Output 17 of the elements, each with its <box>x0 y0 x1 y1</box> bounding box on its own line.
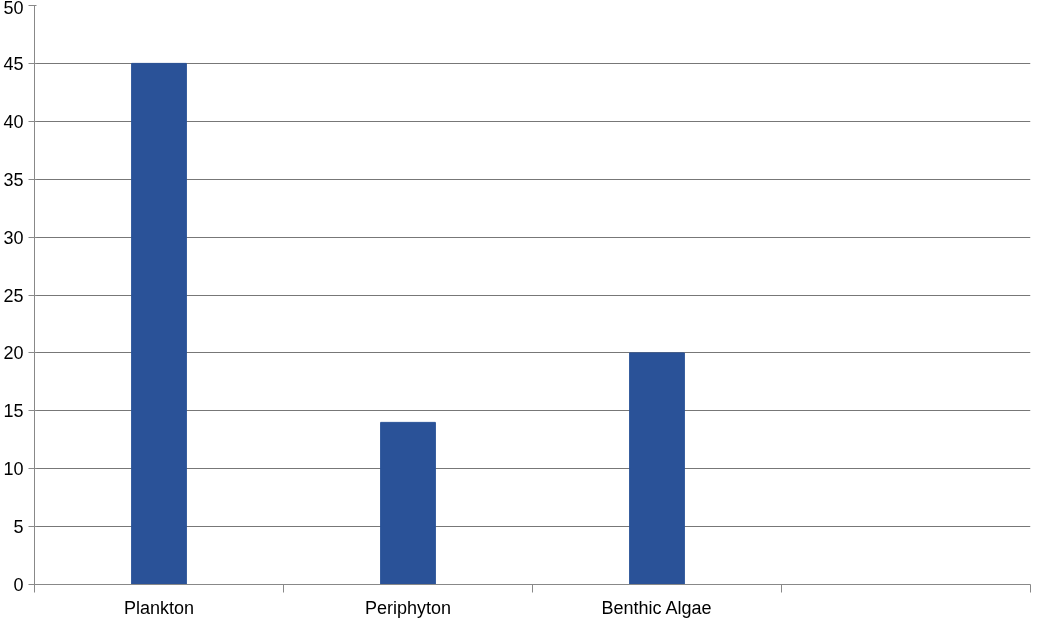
bar <box>629 352 685 585</box>
y-tick-label: 5 <box>13 517 24 538</box>
y-tick-label: 10 <box>3 459 24 480</box>
x-tick-label: Plankton <box>123 597 195 618</box>
y-tick-label: 30 <box>3 227 24 248</box>
y-tick-label: 45 <box>3 53 24 74</box>
y-tick-label: 40 <box>3 111 24 132</box>
x-tick-label: Periphyton <box>364 597 452 618</box>
y-tick-label: 15 <box>3 401 24 422</box>
y-tick-label: 20 <box>3 343 24 364</box>
x-tick-label: Benthic Algae <box>601 597 712 618</box>
bar <box>380 421 436 585</box>
y-tick-label: 0 <box>13 575 24 595</box>
bar <box>131 62 187 585</box>
y-tick-label: 50 <box>3 0 24 18</box>
y-tick-label: 25 <box>3 285 24 306</box>
y-tick-label: 35 <box>3 169 24 190</box>
